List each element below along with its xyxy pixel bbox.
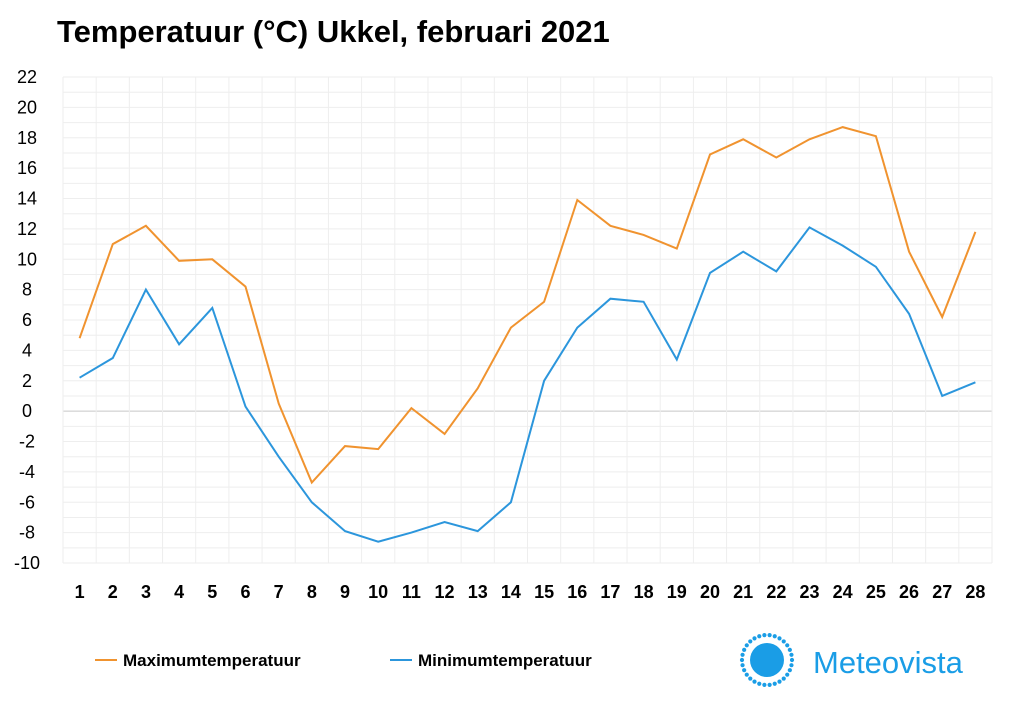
sun-ray: [742, 647, 747, 652]
y-tick-label: -6: [19, 492, 35, 512]
x-tick-label: 10: [368, 582, 388, 602]
x-tick-label: 17: [600, 582, 620, 602]
sun-ray: [789, 663, 794, 668]
sun-ray: [785, 672, 790, 677]
x-tick-label: 13: [468, 582, 488, 602]
y-tick-label: 18: [17, 128, 37, 148]
sun-ray: [787, 647, 792, 652]
y-tick-label: 8: [22, 280, 32, 300]
sun-ray: [781, 639, 786, 644]
x-tick-label: 9: [340, 582, 350, 602]
sun-ray: [744, 672, 749, 677]
sun-ray: [772, 634, 777, 639]
y-tick-label: -8: [19, 523, 35, 543]
sun-icon: [739, 633, 795, 687]
y-tick-label: 10: [17, 249, 37, 269]
y-tick-label: 14: [17, 189, 37, 209]
series-line-min: [79, 226, 976, 543]
grid: [62, 76, 993, 564]
x-tick-label: 21: [733, 582, 753, 602]
sun-ray: [744, 643, 749, 648]
sun-ray: [757, 634, 762, 639]
sun-ray: [748, 639, 753, 644]
sun-ray: [767, 633, 772, 638]
x-tick-label: 23: [800, 582, 820, 602]
sun-ray: [789, 657, 795, 663]
sun-ray: [740, 663, 745, 668]
x-tick-label: 28: [965, 582, 985, 602]
sun-ray: [752, 636, 757, 641]
sun-ray: [748, 676, 753, 681]
sun-ray: [757, 681, 762, 686]
x-tick-label: 2: [108, 582, 118, 602]
legend-label-min: Minimumtemperatuur: [418, 651, 592, 670]
sun-ray: [740, 652, 745, 657]
x-tick-label: 11: [402, 582, 421, 602]
x-tick-label: 22: [766, 582, 786, 602]
x-tick-label: 15: [534, 582, 554, 602]
x-tick-label: 27: [932, 582, 952, 602]
series-lines: [78, 126, 977, 543]
x-tick-label: 5: [207, 582, 217, 602]
legend: Maximumtemperatuur Minimumtemperatuur: [95, 651, 592, 670]
x-tick-label: 24: [833, 582, 853, 602]
y-tick-label: 6: [22, 310, 32, 330]
x-tick-label: 6: [240, 582, 250, 602]
y-tick-label: 20: [17, 97, 37, 117]
y-tick-label: 12: [17, 219, 37, 239]
y-tick-label: -2: [19, 432, 35, 452]
x-tick-label: 12: [435, 582, 455, 602]
sun-ray: [767, 682, 772, 687]
x-tick-label: 7: [274, 582, 284, 602]
sun-ray: [785, 643, 790, 648]
y-tick-label: 16: [17, 158, 37, 178]
x-tick-label: 1: [75, 582, 85, 602]
y-tick-label: -10: [14, 553, 40, 573]
sun-ray: [777, 679, 782, 684]
chart-title: Temperatuur (°C) Ukkel, februari 2021: [57, 14, 610, 49]
sun-core: [750, 643, 784, 677]
x-axis-ticks: 1 2 3 4 5 6 7 8 9 10 11 12 13 14 15 16 17 18 19 20 21 22 23 24 2…: [75, 582, 986, 602]
sun-ray: [781, 676, 786, 681]
x-tick-label: 3: [141, 582, 151, 602]
x-tick-label: 16: [567, 582, 587, 602]
y-tick-label: 4: [22, 340, 32, 360]
y-tick-label: 22: [17, 67, 37, 87]
sun-ray: [787, 668, 792, 673]
sun-ray: [752, 679, 757, 684]
x-tick-label: 4: [174, 582, 184, 602]
sun-ray: [772, 681, 777, 686]
sun-ray: [762, 633, 767, 638]
sun-ray: [739, 657, 745, 663]
sun-ray: [789, 652, 794, 657]
x-tick-label: 18: [634, 582, 654, 602]
y-tick-label: -4: [19, 462, 35, 482]
sun-ray: [762, 682, 767, 687]
x-tick-label: 20: [700, 582, 720, 602]
legend-label-max: Maximumtemperatuur: [123, 651, 301, 670]
sun-ray: [777, 636, 782, 641]
y-tick-label: 0: [22, 401, 32, 421]
x-tick-label: 26: [899, 582, 919, 602]
x-tick-label: 25: [866, 582, 886, 602]
y-tick-label: 2: [22, 371, 32, 391]
x-tick-label: 19: [667, 582, 687, 602]
x-tick-label: 8: [307, 582, 317, 602]
series-line-max: [78, 126, 977, 485]
meteovista-logo: Meteovista: [739, 633, 964, 687]
sun-ray: [742, 668, 747, 673]
brand-name: Meteovista: [813, 645, 964, 680]
x-tick-label: 14: [501, 582, 521, 602]
